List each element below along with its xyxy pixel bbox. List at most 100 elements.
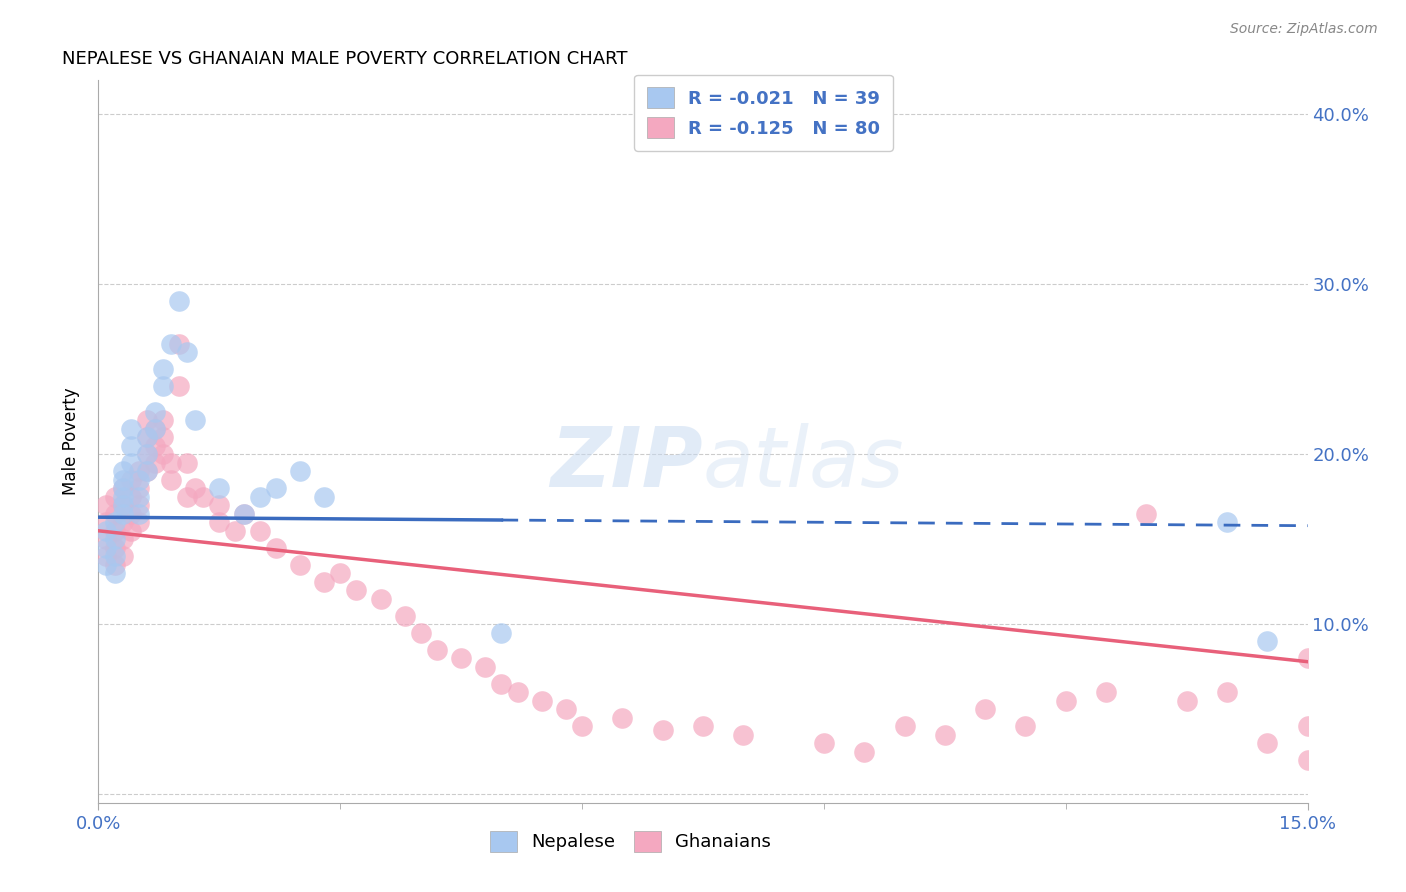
Point <box>128 464 150 478</box>
Point <box>450 651 472 665</box>
Point <box>1135 507 1157 521</box>
Point <box>103 558 125 572</box>
Point <box>128 481 150 495</box>
Point <box>193 490 215 504</box>
Point <box>1296 719 1319 733</box>
Point <box>128 498 150 512</box>
Point <box>96 498 118 512</box>
Point <box>314 490 336 504</box>
Point <box>135 413 157 427</box>
Point <box>314 574 336 589</box>
Point <box>264 541 287 555</box>
Point <box>111 481 134 495</box>
Point <box>111 473 134 487</box>
Point <box>264 481 287 495</box>
Point <box>370 591 392 606</box>
Point <box>974 702 997 716</box>
Legend: Nepalese, Ghanaians: Nepalese, Ghanaians <box>482 823 778 859</box>
Point <box>103 507 125 521</box>
Point <box>96 558 118 572</box>
Point <box>103 516 125 530</box>
Point <box>1256 634 1278 648</box>
Point <box>853 745 876 759</box>
Point <box>103 524 125 538</box>
Point <box>249 524 271 538</box>
Point <box>120 490 142 504</box>
Point <box>135 430 157 444</box>
Point <box>184 481 207 495</box>
Point <box>96 533 118 547</box>
Point <box>1296 651 1319 665</box>
Point <box>1054 694 1077 708</box>
Text: atlas: atlas <box>703 423 904 504</box>
Point <box>176 490 198 504</box>
Point <box>555 702 578 716</box>
Point <box>394 608 416 623</box>
Text: ZIP: ZIP <box>550 423 703 504</box>
Point <box>120 456 142 470</box>
Point <box>1095 685 1118 699</box>
Point <box>167 379 190 393</box>
Point <box>426 642 449 657</box>
Point <box>160 336 183 351</box>
Point <box>128 516 150 530</box>
Point <box>143 422 166 436</box>
Point <box>96 549 118 564</box>
Point <box>103 566 125 581</box>
Point <box>208 481 231 495</box>
Point <box>96 541 118 555</box>
Point <box>103 533 125 547</box>
Point <box>111 549 134 564</box>
Point <box>249 490 271 504</box>
Point <box>120 422 142 436</box>
Point <box>152 447 174 461</box>
Point <box>893 719 915 733</box>
Point <box>96 516 118 530</box>
Point <box>135 430 157 444</box>
Point <box>692 719 714 733</box>
Y-axis label: Male Poverty: Male Poverty <box>62 388 80 495</box>
Point <box>128 473 150 487</box>
Point <box>167 294 190 309</box>
Point <box>143 456 166 470</box>
Point <box>176 345 198 359</box>
Point <box>1014 719 1036 733</box>
Point <box>111 464 134 478</box>
Point <box>135 464 157 478</box>
Point <box>1296 753 1319 767</box>
Point <box>152 379 174 393</box>
Point <box>329 566 352 581</box>
Point <box>111 507 134 521</box>
Point <box>120 524 142 538</box>
Point <box>288 558 311 572</box>
Point <box>135 447 157 461</box>
Point <box>160 456 183 470</box>
Text: NEPALESE VS GHANAIAN MALE POVERTY CORRELATION CHART: NEPALESE VS GHANAIAN MALE POVERTY CORREL… <box>62 50 627 68</box>
Point <box>111 490 134 504</box>
Point <box>96 524 118 538</box>
Point <box>143 439 166 453</box>
Point <box>232 507 254 521</box>
Point <box>409 625 432 640</box>
Point <box>111 516 134 530</box>
Point <box>120 439 142 453</box>
Point <box>111 533 134 547</box>
Point <box>152 362 174 376</box>
Point <box>135 464 157 478</box>
Point <box>288 464 311 478</box>
Point <box>176 456 198 470</box>
Point <box>167 336 190 351</box>
Point <box>143 422 166 436</box>
Point <box>111 481 134 495</box>
Point <box>651 723 673 737</box>
Point <box>506 685 529 699</box>
Point <box>934 728 956 742</box>
Point <box>184 413 207 427</box>
Point <box>160 473 183 487</box>
Point <box>128 507 150 521</box>
Point <box>111 498 134 512</box>
Point <box>120 507 142 521</box>
Point <box>103 490 125 504</box>
Point <box>120 473 142 487</box>
Point <box>143 405 166 419</box>
